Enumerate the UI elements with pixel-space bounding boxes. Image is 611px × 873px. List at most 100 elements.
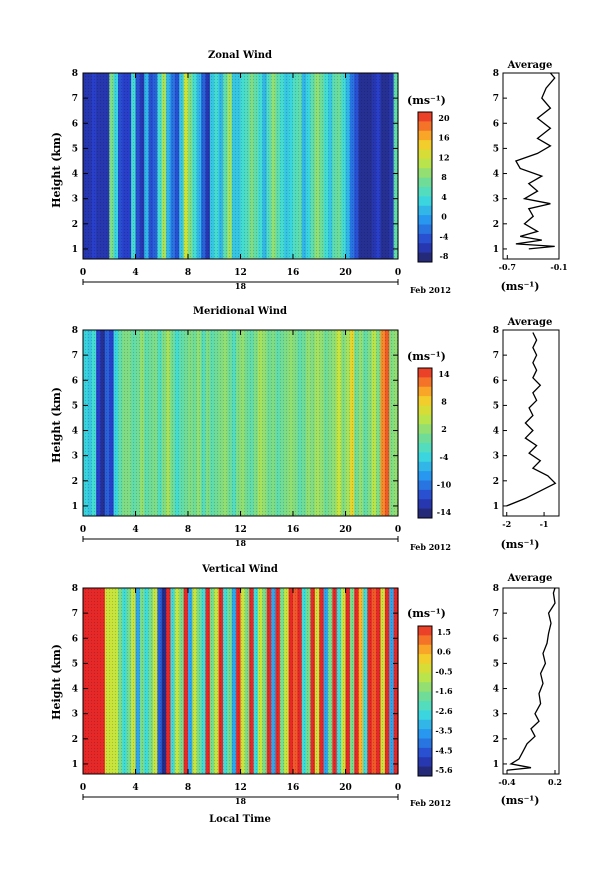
colorbar-swatch [418,508,432,519]
x-tick-label: 8 [185,525,191,535]
colorbar-swatch [418,130,432,141]
colorbar-tick-label: 4 [441,192,447,202]
average-frame [502,329,560,517]
colorbar-tick-label: -1.6 [435,686,453,696]
colorbar-swatch [418,405,432,416]
x-tick-label: 0.2 [548,777,562,787]
x-tick-label: 12 [234,268,247,278]
panel-title: Meridional Wind [193,306,287,317]
x-tick-label: 4 [132,525,138,535]
y-tick-label: 7 [493,351,499,361]
x-tick-label: 12 [234,783,247,793]
y-tick-label: 5 [493,144,499,154]
x-tick-label: 0 [80,268,86,278]
colorbar-swatch [418,489,432,500]
average-profile-line [514,72,556,250]
colorbar-tick-label: 14 [438,369,450,379]
colorbar-swatch [418,386,432,397]
x-tick-label: -1 [540,519,549,529]
date-label: 18 [235,796,247,806]
colorbar-swatch [418,224,432,235]
y-tick-label: 2 [72,477,78,487]
y-tick-label: 2 [493,220,499,230]
month-label: Feb 2012 [410,285,451,295]
colorbar-frame [417,111,433,263]
colorbar-swatch [418,396,432,407]
x-tick-label: 0 [80,783,86,793]
x-tick-label: 0 [80,525,86,535]
y-axis-label: Height (km) [50,387,63,463]
y-tick-label: 4 [493,170,499,180]
contour-overlay [83,330,398,516]
colorbar-swatch [418,729,432,740]
y-tick-label: 8 [493,584,499,594]
colorbar-swatch [418,691,432,702]
x-axis-label: Local Time [209,814,271,825]
colorbar: 1.5 0.6 -0.5 -1.6 -2.6 -3.5 -4.5 -5.6 [417,625,453,777]
colorbar-tick-label: -3.5 [435,726,452,736]
y-tick-label: 1 [72,245,78,255]
y-tick-label: 8 [493,326,499,336]
average-unit: (ms⁻¹) [501,280,540,293]
panel-title: Vertical Wind [201,564,278,575]
y-tick-label: 3 [72,195,78,205]
colorbar-unit: (ms⁻¹) [407,607,446,620]
colorbar-swatch [418,654,432,665]
average-profile-plot: 1 2 3 4 5 6 7 8 -2 -1 [493,326,560,529]
colorbar-tick-label: -2.6 [435,706,453,716]
contour-overlay [83,73,398,259]
x-tick-label: 8 [185,268,191,278]
colorbar-swatch [418,710,432,721]
colorbar-swatch [418,140,432,151]
x-tick-label: 20 [339,525,352,535]
average-title: Average [507,60,553,71]
y-tick-label: 2 [72,220,78,230]
y-tick-label: 8 [72,69,78,79]
x-tick-label: 4 [132,783,138,793]
y-tick-label: 8 [72,584,78,594]
y-tick-label: 7 [72,94,78,104]
colorbar-tick-label: -8 [440,251,449,261]
colorbar-tick-label: 20 [438,113,450,123]
colorbar-swatch [418,701,432,711]
y-tick-label: 2 [493,477,499,487]
colorbar-swatch [418,443,432,453]
colorbar-swatch [418,168,432,179]
y-tick-label: 1 [493,245,499,255]
colorbar-swatch [418,187,432,197]
y-tick-label: 3 [493,452,499,462]
x-tick-label: 16 [287,525,300,535]
colorbar-tick-label: -4.5 [435,745,452,755]
colorbar: 14 8 2 -4 -10 -14 [417,367,452,519]
colorbar-tick-label: -5.6 [435,765,453,775]
average-frame [502,587,560,775]
colorbar-swatch [418,635,432,646]
colorbar-swatch [418,377,432,388]
x-tick-label: 0 [395,525,401,535]
date-label: 18 [235,538,247,548]
y-tick-label: 4 [493,427,499,437]
colorbar-swatch [418,663,432,674]
colorbar-swatch [418,452,432,463]
x-tick-label: 4 [132,268,138,278]
average-profile-line [506,332,557,507]
y-tick-label: 5 [72,401,78,411]
x-tick-label: 0 [395,268,401,278]
colorbar-tick-label: 1.5 [437,627,451,637]
average-unit: (ms⁻¹) [501,538,540,551]
x-tick-label: 0 [395,783,401,793]
colorbar-swatch [418,757,432,768]
colorbar-tick-label: 12 [438,152,449,162]
y-tick-label: 5 [72,659,78,669]
y-tick-label: 5 [493,401,499,411]
colorbar-swatch [418,158,432,169]
y-tick-label: 3 [72,710,78,720]
colorbar-swatch [418,368,432,378]
colorbar-swatch [418,682,432,693]
x-tick-label: 20 [339,783,352,793]
colorbar-swatch [418,205,432,216]
y-tick-label: 5 [493,659,499,669]
